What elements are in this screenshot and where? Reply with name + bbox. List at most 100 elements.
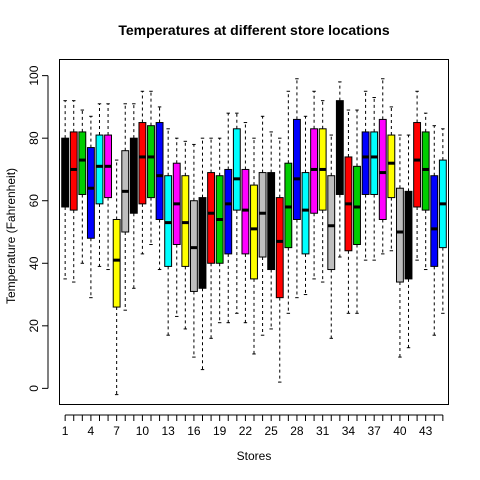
box-store-19 xyxy=(215,137,224,324)
plot-frame xyxy=(59,59,449,405)
box-iqr xyxy=(61,137,70,208)
x-tick-label: 31 xyxy=(316,424,330,438)
box-iqr xyxy=(78,131,87,195)
box-iqr xyxy=(361,131,370,195)
y-tick-label: 20 xyxy=(27,319,41,333)
box-iqr xyxy=(69,131,78,211)
box-iqr xyxy=(241,168,250,255)
box-iqr xyxy=(112,218,121,308)
chart-title: Temperatures at different store location… xyxy=(118,22,389,38)
x-tick-label: 10 xyxy=(136,424,150,438)
y-tick-label: 100 xyxy=(27,65,41,85)
box-iqr xyxy=(327,175,336,271)
box-store-5 xyxy=(95,103,104,267)
box-iqr xyxy=(181,175,190,267)
box-store-31 xyxy=(318,100,327,283)
box-store-22 xyxy=(241,122,250,324)
box-iqr xyxy=(275,197,284,299)
box-iqr xyxy=(378,118,387,220)
box-store-33 xyxy=(335,81,344,258)
box-store-36 xyxy=(361,90,370,261)
box-iqr xyxy=(395,187,404,283)
box-store-29 xyxy=(301,115,310,296)
box-store-23 xyxy=(250,137,258,355)
box-store-17 xyxy=(198,137,207,371)
x-tick-label: 28 xyxy=(290,424,304,438)
y-tick-label: 40 xyxy=(27,256,41,270)
box-iqr xyxy=(284,162,293,249)
box-iqr xyxy=(421,131,430,211)
box-iqr xyxy=(207,172,216,264)
box-iqr xyxy=(164,175,173,267)
box-store-10 xyxy=(138,90,147,255)
box-iqr xyxy=(155,122,164,220)
box-store-21 xyxy=(232,112,241,314)
x-tick-label: 7 xyxy=(113,424,120,438)
box-store-39 xyxy=(387,106,396,252)
x-tick-label: 43 xyxy=(419,424,433,438)
box-iqr xyxy=(147,125,155,199)
box-store-4 xyxy=(86,115,95,299)
box-store-13 xyxy=(164,128,173,336)
box-store-25 xyxy=(267,131,276,330)
box-store-35 xyxy=(353,109,361,314)
x-tick-label: 40 xyxy=(393,424,407,438)
box-store-3 xyxy=(78,109,87,264)
y-tick-label: 0 xyxy=(27,385,41,392)
box-store-37 xyxy=(370,97,379,261)
box-store-15 xyxy=(181,140,190,330)
box-store-9 xyxy=(129,103,138,289)
box-iqr xyxy=(198,197,207,289)
box-iqr xyxy=(370,131,379,195)
box-store-34 xyxy=(344,109,353,314)
box-store-28 xyxy=(292,78,301,299)
box-iqr xyxy=(301,172,310,255)
box-store-30 xyxy=(310,90,319,280)
x-tick-label: 37 xyxy=(367,424,381,438)
box-store-7 xyxy=(112,159,121,396)
box-store-11 xyxy=(147,90,155,246)
y-axis: 0 20 40 60 80 100 xyxy=(27,65,49,392)
x-tick-label: 4 xyxy=(88,424,95,438)
x-tick-label: 34 xyxy=(342,424,356,438)
boxes-group xyxy=(61,78,447,396)
box-store-6 xyxy=(104,103,113,271)
box-iqr xyxy=(267,172,276,271)
x-tick-label: 1 xyxy=(62,424,69,438)
box-iqr xyxy=(95,134,104,205)
x-tick-label: 25 xyxy=(264,424,278,438)
box-iqr xyxy=(224,168,233,255)
box-store-38 xyxy=(378,78,387,255)
box-store-32 xyxy=(327,134,336,339)
y-axis-label: Temperature (Fahrenheit) xyxy=(4,168,18,304)
box-store-12 xyxy=(155,106,164,271)
box-store-1 xyxy=(61,100,70,280)
y-tick-label: 60 xyxy=(27,194,41,208)
box-iqr xyxy=(292,118,301,220)
box-store-44 xyxy=(430,125,439,336)
box-store-43 xyxy=(421,112,430,271)
box-iqr xyxy=(387,134,396,199)
box-store-24 xyxy=(258,115,267,336)
y-tick-label: 80 xyxy=(27,131,41,145)
box-iqr xyxy=(404,190,413,280)
x-tick-label: 19 xyxy=(213,424,227,438)
x-axis-label: Stores xyxy=(237,449,272,463)
box-store-2 xyxy=(69,100,78,283)
box-store-8 xyxy=(121,103,130,311)
box-iqr xyxy=(258,172,267,258)
box-iqr xyxy=(86,147,95,239)
box-store-41 xyxy=(404,134,413,349)
box-iqr xyxy=(232,128,241,211)
box-store-42 xyxy=(413,90,422,261)
box-store-40 xyxy=(395,134,404,358)
x-axis: 1 4 7 10 13 16 19 22 25 28 31 34 37 40 43 xyxy=(62,414,444,438)
x-tick-label: 13 xyxy=(161,424,175,438)
box-store-45 xyxy=(438,128,447,314)
box-store-14 xyxy=(172,137,181,317)
box-store-26 xyxy=(275,137,284,383)
x-tick-label: 16 xyxy=(187,424,201,438)
box-store-20 xyxy=(224,112,233,324)
box-iqr xyxy=(138,122,147,205)
